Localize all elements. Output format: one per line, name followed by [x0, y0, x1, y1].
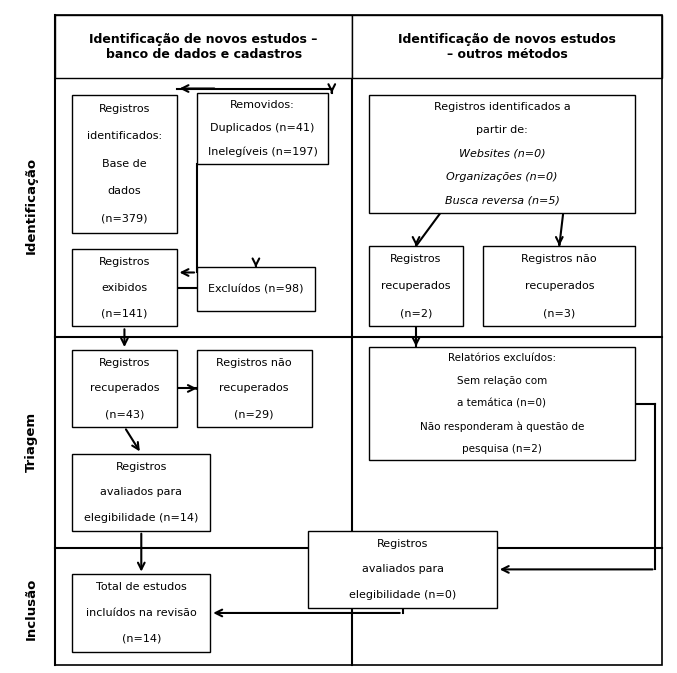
Text: exibidos: exibidos [102, 283, 148, 293]
FancyBboxPatch shape [72, 575, 211, 651]
Text: recuperados: recuperados [89, 384, 159, 394]
Text: Identificação: Identificação [24, 157, 37, 254]
Text: Inclusão: Inclusão [24, 578, 37, 641]
Text: Inelegíveis (n=197): Inelegíveis (n=197) [208, 147, 318, 157]
Text: Identificação de novos estudos –
banco de dados e cadastros: Identificação de novos estudos – banco d… [89, 32, 318, 61]
Text: recuperados: recuperados [525, 281, 594, 291]
Text: Relatórios excluídos:: Relatórios excluídos: [448, 353, 556, 363]
FancyBboxPatch shape [72, 350, 177, 427]
FancyBboxPatch shape [72, 95, 177, 233]
FancyBboxPatch shape [72, 454, 211, 531]
Text: avaliados para: avaliados para [362, 565, 443, 574]
Text: Duplicados (n=41): Duplicados (n=41) [211, 123, 315, 133]
Text: Registros: Registros [116, 462, 167, 472]
FancyBboxPatch shape [352, 15, 662, 79]
Text: Registros: Registros [99, 257, 150, 267]
FancyBboxPatch shape [308, 531, 497, 608]
Text: recuperados: recuperados [381, 281, 451, 291]
Text: partir de:: partir de: [476, 125, 528, 135]
Text: Registros: Registros [99, 358, 150, 367]
Text: pesquisa (n=2): pesquisa (n=2) [462, 444, 542, 454]
Text: Registros: Registros [99, 104, 150, 114]
Text: Websites (n=0): Websites (n=0) [459, 149, 545, 159]
Text: (n=379): (n=379) [101, 214, 148, 224]
FancyBboxPatch shape [72, 250, 177, 326]
FancyBboxPatch shape [369, 246, 463, 326]
Text: (n=43): (n=43) [105, 409, 144, 419]
FancyBboxPatch shape [369, 347, 635, 460]
Text: Registros: Registros [377, 538, 429, 548]
Text: Sem relação com: Sem relação com [457, 376, 547, 386]
FancyBboxPatch shape [369, 95, 635, 213]
FancyBboxPatch shape [197, 93, 328, 164]
Text: (n=3): (n=3) [543, 308, 575, 318]
Text: Registros: Registros [391, 254, 441, 264]
Text: Base de: Base de [102, 159, 147, 169]
Text: Excluídos (n=98): Excluídos (n=98) [208, 284, 304, 294]
FancyBboxPatch shape [483, 246, 635, 326]
Text: Registros não: Registros não [217, 358, 292, 367]
FancyBboxPatch shape [197, 267, 315, 311]
Text: (n=29): (n=29) [234, 409, 274, 419]
Text: elegibilidade (n=0): elegibilidade (n=0) [349, 590, 456, 600]
Text: a temática (n=0): a temática (n=0) [458, 398, 546, 409]
Text: incluídos na revisão: incluídos na revisão [86, 608, 196, 618]
Text: Total de estudos: Total de estudos [96, 582, 187, 592]
Text: Identificação de novos estudos
– outros métodos: Identificação de novos estudos – outros … [398, 32, 616, 61]
Text: (n=2): (n=2) [400, 308, 432, 318]
Text: identificados:: identificados: [87, 131, 162, 141]
Text: Registros identificados a: Registros identificados a [434, 102, 571, 112]
FancyBboxPatch shape [56, 15, 352, 79]
Text: Removidos:: Removidos: [230, 100, 295, 110]
Text: Organizações (n=0): Organizações (n=0) [446, 172, 558, 182]
Text: (n=14): (n=14) [122, 634, 161, 643]
FancyBboxPatch shape [197, 350, 311, 427]
Text: Triagem: Triagem [24, 413, 37, 472]
Text: dados: dados [108, 186, 141, 197]
Text: elegibilidade (n=14): elegibilidade (n=14) [84, 513, 198, 523]
Text: (n=141): (n=141) [102, 309, 148, 318]
Text: recuperados: recuperados [219, 384, 289, 394]
Text: Não responderam à questão de: Não responderam à questão de [420, 421, 584, 431]
Text: avaliados para: avaliados para [100, 487, 182, 497]
Text: Busca reversa (n=5): Busca reversa (n=5) [445, 196, 559, 206]
Text: Registros não: Registros não [521, 254, 597, 264]
